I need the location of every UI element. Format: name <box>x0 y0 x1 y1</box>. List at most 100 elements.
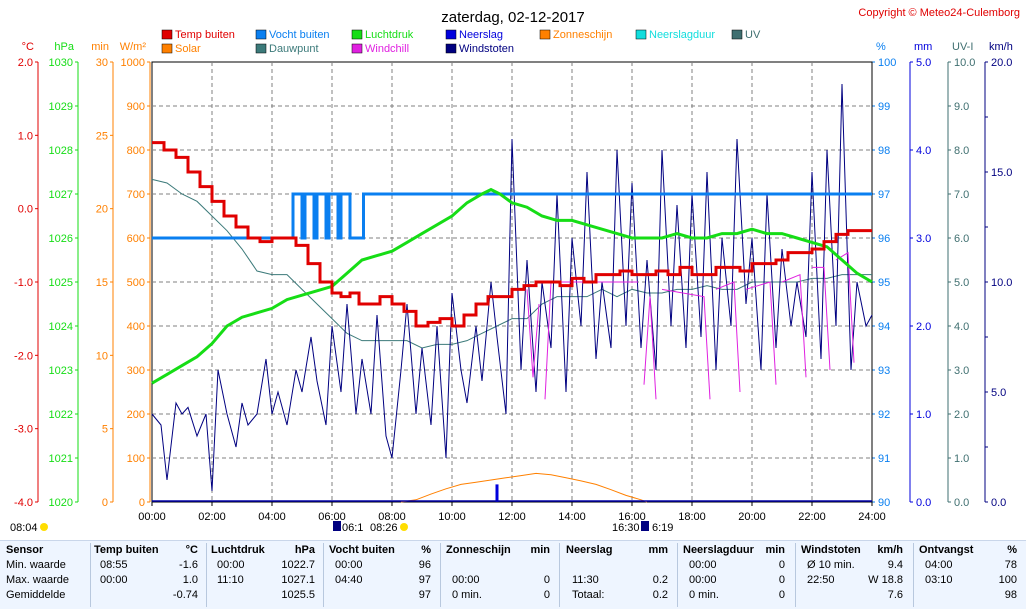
stats-time: Totaal: <box>572 589 605 601</box>
series-vocht <box>152 192 872 240</box>
axis-tick-label-4: 94 <box>878 321 890 333</box>
x-tick-label: 02:00 <box>198 511 226 523</box>
sunrise-time: 08:04 <box>10 522 38 534</box>
axis-tick-label-5: 5.0 <box>916 57 931 69</box>
axis-tick-label-4: 97 <box>878 189 890 201</box>
axis-tick-label-6: 5.0 <box>954 277 969 289</box>
axis-unit-6: UV-I <box>952 41 973 53</box>
stats-divider <box>913 543 914 607</box>
axis-tick-label-6: 2.0 <box>954 409 969 421</box>
stats-time: 00:00 <box>217 559 245 571</box>
stats-value: 100 <box>998 574 1017 586</box>
stats-row-luchtdruk: 00:00 1022.7 <box>211 558 319 573</box>
axis-tick-label-6: 3.0 <box>954 365 969 377</box>
axis-tick-label-6: 4.0 <box>954 321 969 333</box>
stats-divider <box>795 543 796 607</box>
legend-swatch-zonneschijn <box>539 29 551 40</box>
stats-row-luchtdruk: 11:10 1027.1 <box>211 573 319 588</box>
x-tick-label: 00:00 <box>138 511 166 523</box>
axis-tick-label-6: 8.0 <box>954 145 969 157</box>
stats-value: 0 <box>778 574 785 586</box>
stats-sensor-header: Sensor <box>6 544 44 556</box>
stats-value: 0 <box>778 589 785 601</box>
axis-tick-label-0: -2.0 <box>14 350 33 362</box>
x-tick-label: 12:00 <box>498 511 526 523</box>
stats-row-wind: Ø 10 min. 9.4 <box>801 558 907 573</box>
axis-tick-label-0: 1.0 <box>18 130 33 142</box>
legend-swatch-neerslag <box>445 29 457 40</box>
axis-tick-label-6: 1.0 <box>954 453 969 465</box>
axis-tick-label-2: 25 <box>96 130 108 142</box>
stats-row-duur: 00:00 0 <box>683 573 789 588</box>
stats-header-label: Windstoten <box>801 544 861 556</box>
legend-label-windstoten: Windstoten <box>459 43 514 55</box>
x-tick-label: 10:00 <box>438 511 466 523</box>
stats-value: 0.2 <box>652 574 668 586</box>
stats-value: 0 <box>778 559 785 571</box>
axis-tick-label-5: 0.0 <box>916 497 931 509</box>
axis-tick-label-3: 400 <box>127 321 145 333</box>
axis-tick-label-2: 15 <box>96 277 108 289</box>
legend: Temp buiten Vocht buiten Luchtdruk Neerslag… <box>161 29 761 55</box>
legend-swatch-neerslagduur <box>635 29 647 40</box>
stats-header-unit: min <box>765 544 785 556</box>
stats-value: 78 <box>1004 559 1017 571</box>
stats-row-neerslag: Totaal: 0.2 <box>566 588 672 603</box>
stats-row-vocht: 00:00 96 <box>329 558 435 573</box>
series-windchill <box>812 266 831 371</box>
axis-tick-label-3: 1000 <box>121 57 145 69</box>
stats-value: 1022.7 <box>281 559 315 571</box>
axis-tick-label-0: -4.0 <box>14 497 33 509</box>
legend-label-neerslagduur: Neerslagduur <box>649 29 715 41</box>
axis-unit-5: mm <box>914 41 932 53</box>
legend-label-temp: Temp buiten <box>175 29 235 41</box>
stats-col-ontvangst: Ontvangst% 04:00 78 03:10 100 98 <box>919 541 1021 609</box>
chart-title: zaterdag, 02-12-2017 <box>441 9 584 26</box>
legend-swatch-uv <box>731 29 743 40</box>
axis-unit-1: hPa <box>54 41 74 53</box>
sunrise-icon <box>40 523 48 531</box>
stats-col-sensor: Sensor Min. waarde Max. waarde Gemiddeld… <box>6 541 86 609</box>
stats-time: 0 min. <box>689 589 719 601</box>
stats-header-duur: Neerslagduur min <box>683 543 789 558</box>
stats-row-vocht: 97 <box>329 588 435 603</box>
axis-tick-label-3: 200 <box>127 409 145 421</box>
stats-value: W 18.8 <box>868 574 903 586</box>
sunrise-bar-icon <box>333 521 341 531</box>
axis-tick-label-1: 1030 <box>49 57 73 69</box>
axis-tick-label-3: 700 <box>127 189 145 201</box>
stats-time: 11:10 <box>217 574 244 586</box>
stats-row-duur: 00:00 0 <box>683 558 789 573</box>
stats-time: 22:50 <box>807 574 835 586</box>
axis-tick-label-1: 1027 <box>49 189 73 201</box>
statistics-table: Sensor Min. waarde Max. waarde Gemiddeld… <box>0 540 1026 609</box>
sun-up-icon <box>400 523 408 531</box>
axis-tick-label-1: 1029 <box>49 101 73 113</box>
axis-tick-label-4: 91 <box>878 453 890 465</box>
stats-value: -0.74 <box>172 589 198 601</box>
axis-tick-label-6: 6.0 <box>954 233 969 245</box>
stats-header-unit: min <box>530 544 550 556</box>
stats-header-vocht: Vocht buiten% <box>329 543 435 558</box>
stats-row-ontvangst: 04:00 78 <box>919 558 1021 573</box>
stats-time: 11:30 <box>572 574 599 586</box>
stats-row-luchtdruk: 1025.5 <box>211 588 319 603</box>
stats-header-label: Zonneschijn <box>446 544 511 556</box>
stats-value: 9.4 <box>887 559 903 571</box>
stats-time: Ø 10 min. <box>807 559 855 571</box>
stats-divider <box>206 543 207 607</box>
x-axis-ticks: 00:00 02:00 04:00 06:00 08:00 10:00 12:00 14:00… <box>138 502 886 523</box>
stats-value: 0.2 <box>652 589 668 601</box>
stats-time: 03:10 <box>925 574 953 586</box>
x-tick-label: 04:00 <box>258 511 286 523</box>
stats-row-wind: 7.6 <box>801 588 907 603</box>
legend-label-zonneschijn: Zonneschijn <box>553 29 612 41</box>
sunrise-bar-time: 06:1 <box>342 522 363 534</box>
stats-label-min: Min. waarde <box>6 559 66 571</box>
axis-tick-label-0: -3.0 <box>14 424 33 436</box>
series-luchtdruk <box>151 187 873 385</box>
stats-header-unit: hPa <box>294 544 315 556</box>
axis-tick-label-3: 0 <box>139 497 145 509</box>
stats-row-wind: 22:50 W 18.8 <box>801 573 907 588</box>
legend-swatch-vocht <box>255 29 267 40</box>
